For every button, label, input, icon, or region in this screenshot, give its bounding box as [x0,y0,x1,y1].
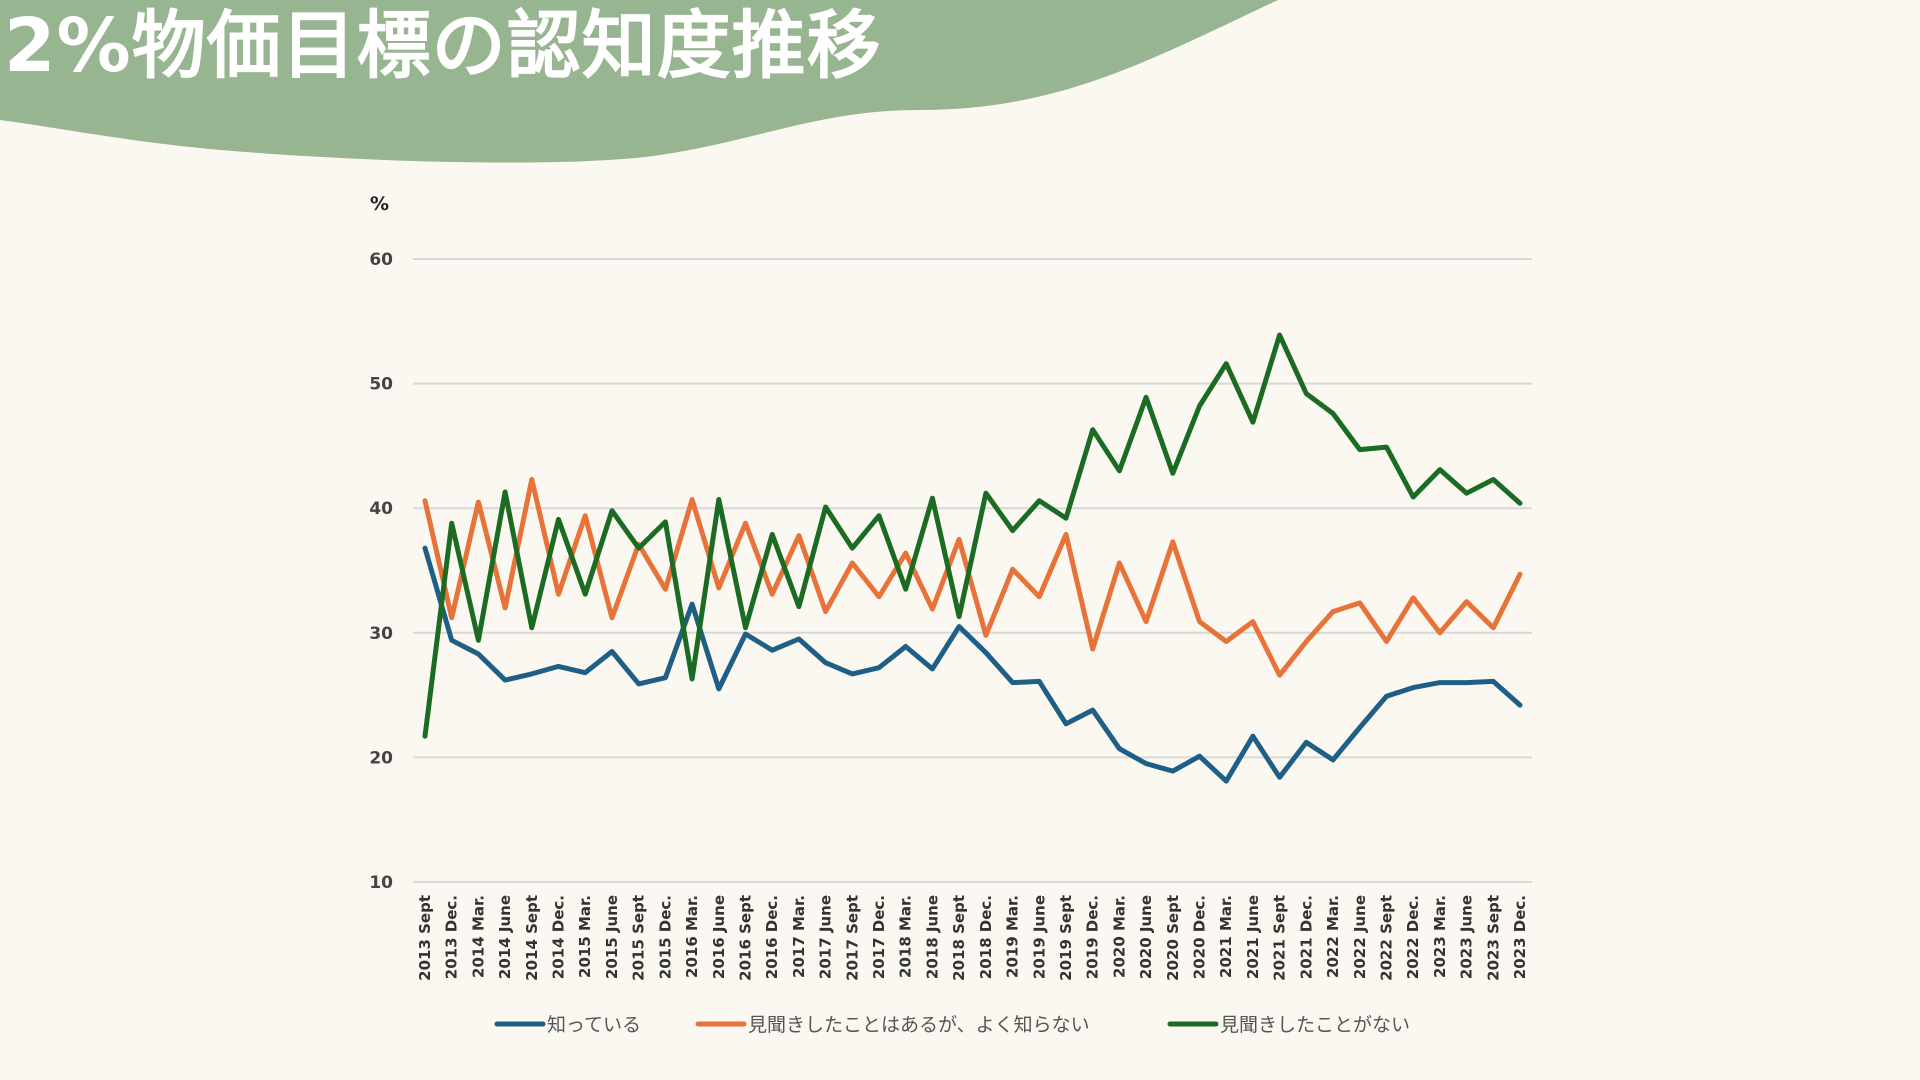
x-tick-label: 2021 Mar. [1217,895,1235,978]
legend: 知っている 見聞きしたことはあるが、よく知らない 見聞きしたことがない [494,1014,1410,1036]
x-tick-label: 2016 June [710,895,728,979]
x-tick-label: 2018 June [923,895,941,979]
gridlines [413,258,1532,883]
x-tick-label: 2021 Dec. [1297,895,1315,979]
x-tick-label: 2019 June [1030,895,1048,979]
y-tick-label: 40 [369,499,393,519]
x-tick-label: 2018 Mar. [897,895,915,978]
x-tick-label: 2014 Dec. [550,895,568,979]
x-tick-label: 2014 June [496,895,514,979]
x-tick-label: 2018 Sept [950,895,968,981]
x-tick-label: 2016 Mar. [683,895,701,978]
x-tick-label: 2016 Sept [736,895,754,981]
x-tick-label: 2014 Mar. [469,895,487,978]
page-title: 2%物価目標の認知度推移 [4,3,882,89]
x-tick-label: 2023 June [1458,895,1476,979]
x-tick-label: 2022 Dec. [1404,895,1422,979]
y-tick-label: 10 [369,873,393,893]
x-tick-label: 2013 Dec. [443,895,461,979]
y-axis-ticks: 10 20 30 40 50 60 [369,250,393,893]
x-tick-label: 2015 Dec. [656,895,674,979]
series-lines [422,332,1523,784]
x-axis-ticks: 2013 Sept 2013 Dec. 2014 Mar. 2014 June 2014… [416,895,1529,981]
x-tick-label: 2017 June [817,895,835,979]
y-tick-label: 50 [369,375,393,395]
x-tick-label: 2015 Mar. [576,895,594,978]
y-tick-label: 30 [369,624,393,644]
series-line-1 [422,545,1523,784]
x-tick-label: 2016 Dec. [763,895,781,979]
x-tick-label: 2023 Mar. [1431,895,1449,978]
legend-label: 見聞きしたことがない [1220,1014,1410,1036]
x-tick-label: 2014 Sept [523,895,541,981]
x-tick-label: 2017 Dec. [870,895,888,979]
x-tick-label: 2015 Sept [630,895,648,981]
x-tick-label: 2022 June [1351,895,1369,979]
x-tick-label: 2020 Sept [1164,895,1182,981]
x-tick-label: 2023 Sept [1484,895,1502,981]
x-tick-label: 2020 Mar. [1110,895,1128,978]
legend-label: 見聞きしたことはあるが、よく知らない [748,1014,1090,1036]
x-tick-label: 2017 Mar. [790,895,808,978]
x-tick-label: 2021 Sept [1271,895,1289,981]
x-tick-label: 2015 June [603,895,621,979]
series-line-2 [422,477,1523,678]
x-tick-label: 2013 Sept [416,895,434,981]
series-line-3 [422,332,1523,739]
y-tick-label: 20 [369,748,393,768]
x-tick-label: 2017 Sept [843,895,861,981]
x-tick-label: 2022 Mar. [1324,895,1342,978]
x-tick-label: 2022 Sept [1377,895,1395,981]
title-banner [0,0,1278,163]
x-tick-label: 2023 Dec. [1511,895,1529,979]
x-tick-label: 2021 June [1244,895,1262,979]
x-tick-label: 2019 Dec. [1084,895,1102,979]
x-tick-label: 2020 Dec. [1191,895,1209,979]
legend-label: 知っている [547,1014,641,1036]
x-tick-label: 2019 Sept [1057,895,1075,981]
x-tick-label: 2018 Dec. [977,895,995,979]
banner-shape [0,0,1278,163]
y-axis-unit-label: % [370,193,389,215]
y-tick-label: 60 [369,250,393,270]
x-tick-label: 2019 Mar. [1004,895,1022,978]
x-tick-label: 2020 June [1137,895,1155,979]
